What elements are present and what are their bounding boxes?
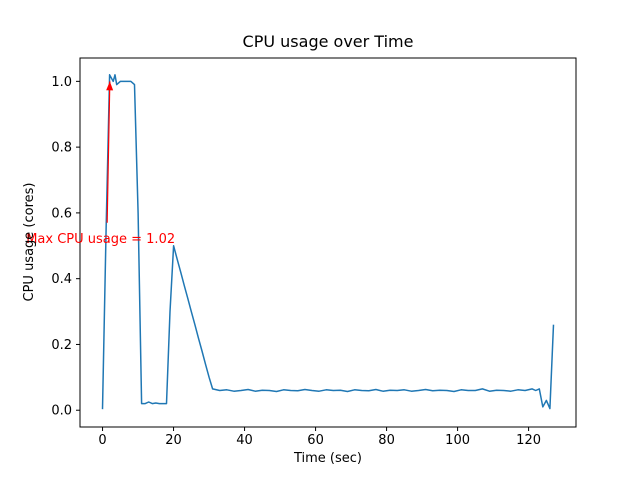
y-tick-label: 0.8 [51, 141, 72, 156]
chart-title: CPU usage over Time [242, 32, 414, 51]
y-tick-label: 0.0 [51, 404, 72, 419]
x-tick-label: 80 [378, 433, 395, 448]
x-tick-label: 120 [516, 433, 541, 448]
cpu-usage-line [101, 74, 555, 410]
annotation-arrow-shaft [106, 81, 111, 223]
axes-frame [79, 57, 577, 428]
annotation-text: Max CPU usage = 1.02 [26, 232, 175, 247]
x-axis-label: Time (sec) [293, 451, 362, 466]
y-tick-label: 1.0 [51, 75, 72, 90]
y-tick-label: 0.2 [51, 338, 72, 353]
y-tick-label: 0.6 [51, 206, 72, 221]
x-tick-label: 60 [307, 433, 324, 448]
x-tick-label: 100 [445, 433, 470, 448]
x-tick-label: 0 [98, 433, 106, 448]
x-tick-label: 40 [236, 433, 253, 448]
y-tick-label: 0.4 [51, 272, 72, 287]
x-tick-label: 20 [165, 433, 182, 448]
annotation-arrow-head [106, 81, 114, 91]
y-axis-label-text: CPU usage (cores) [22, 182, 37, 302]
